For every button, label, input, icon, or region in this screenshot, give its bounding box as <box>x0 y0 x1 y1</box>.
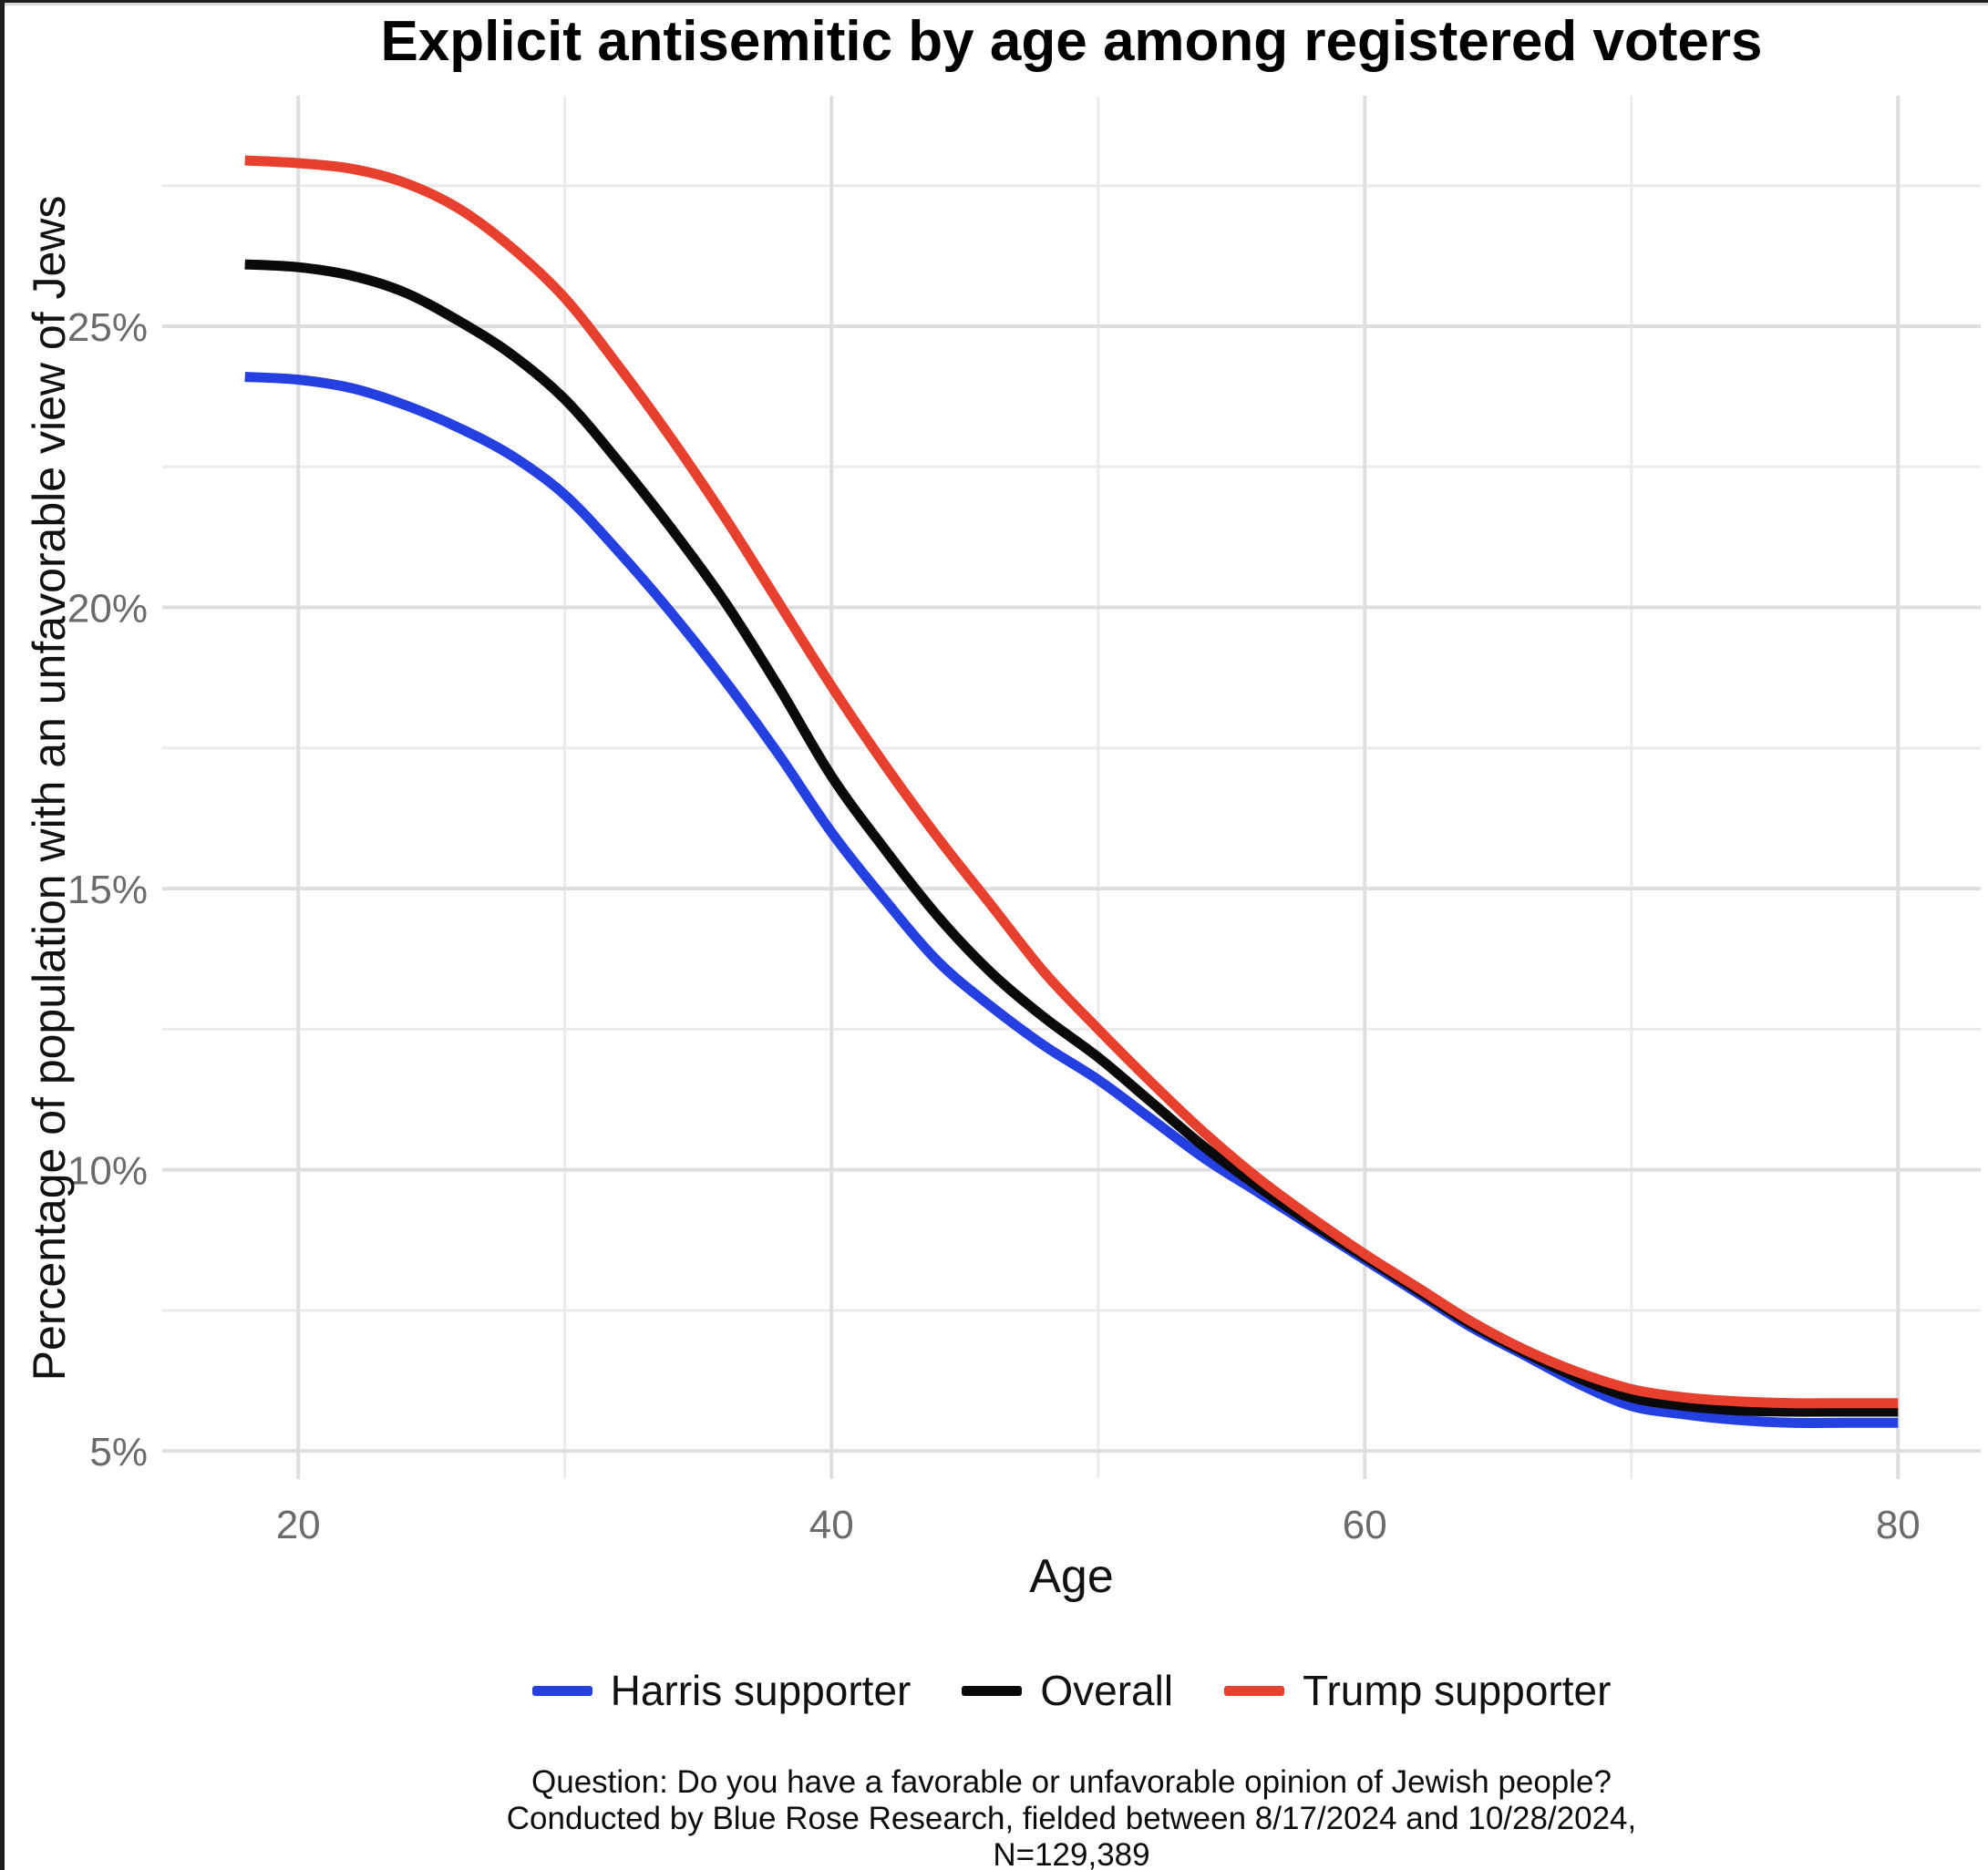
y-axis-title: Percentage of population with an unfavor… <box>24 195 75 1382</box>
x-tick-label: 20 <box>276 1503 321 1547</box>
y-tick-label: 5% <box>89 1430 148 1474</box>
caption: Question: Do you have a favorable or unf… <box>162 1764 1981 1870</box>
y-tick-label: 25% <box>67 305 148 350</box>
legend-item-overall: Overall <box>962 1666 1173 1715</box>
x-tick-label: 40 <box>809 1503 854 1547</box>
caption-line-1: Question: Do you have a favorable or unf… <box>531 1764 1612 1800</box>
series-line-overall <box>244 259 1899 1417</box>
y-tick-label: 10% <box>67 1149 148 1194</box>
legend: Harris supporter Overall Trump supporter <box>162 1666 1981 1715</box>
y-tick-label: 20% <box>67 587 148 632</box>
x-axis-title: Age <box>1029 1550 1114 1603</box>
screen-edge-top-highlight <box>5 3 1988 5</box>
screen-edge-left <box>0 0 5 1870</box>
legend-swatch <box>962 1685 1023 1696</box>
legend-item-harris-supporter: Harris supporter <box>531 1666 912 1715</box>
x-tick-label: 80 <box>1876 1503 1921 1547</box>
y-tick-label: 15% <box>67 868 148 912</box>
caption-line-3: N=129,389 <box>993 1837 1150 1870</box>
legend-label: Trump supporter <box>1303 1667 1612 1714</box>
legend-swatch <box>1224 1685 1285 1696</box>
legend-label: Harris supporter <box>610 1667 912 1714</box>
legend-label: Overall <box>1040 1667 1174 1714</box>
series-line-trump-supporter <box>244 155 1899 1409</box>
x-tick-label: 60 <box>1343 1503 1387 1547</box>
legend-swatch <box>531 1685 592 1696</box>
legend-item-trump-supporter: Trump supporter <box>1224 1666 1611 1715</box>
series-line-harris-supporter <box>244 372 1899 1429</box>
caption-line-2: Conducted by Blue Rose Research, fielded… <box>506 1801 1637 1836</box>
chart-title: Explicit antisemitic by age among regist… <box>380 10 1763 73</box>
screen-edge-top <box>0 0 1988 3</box>
